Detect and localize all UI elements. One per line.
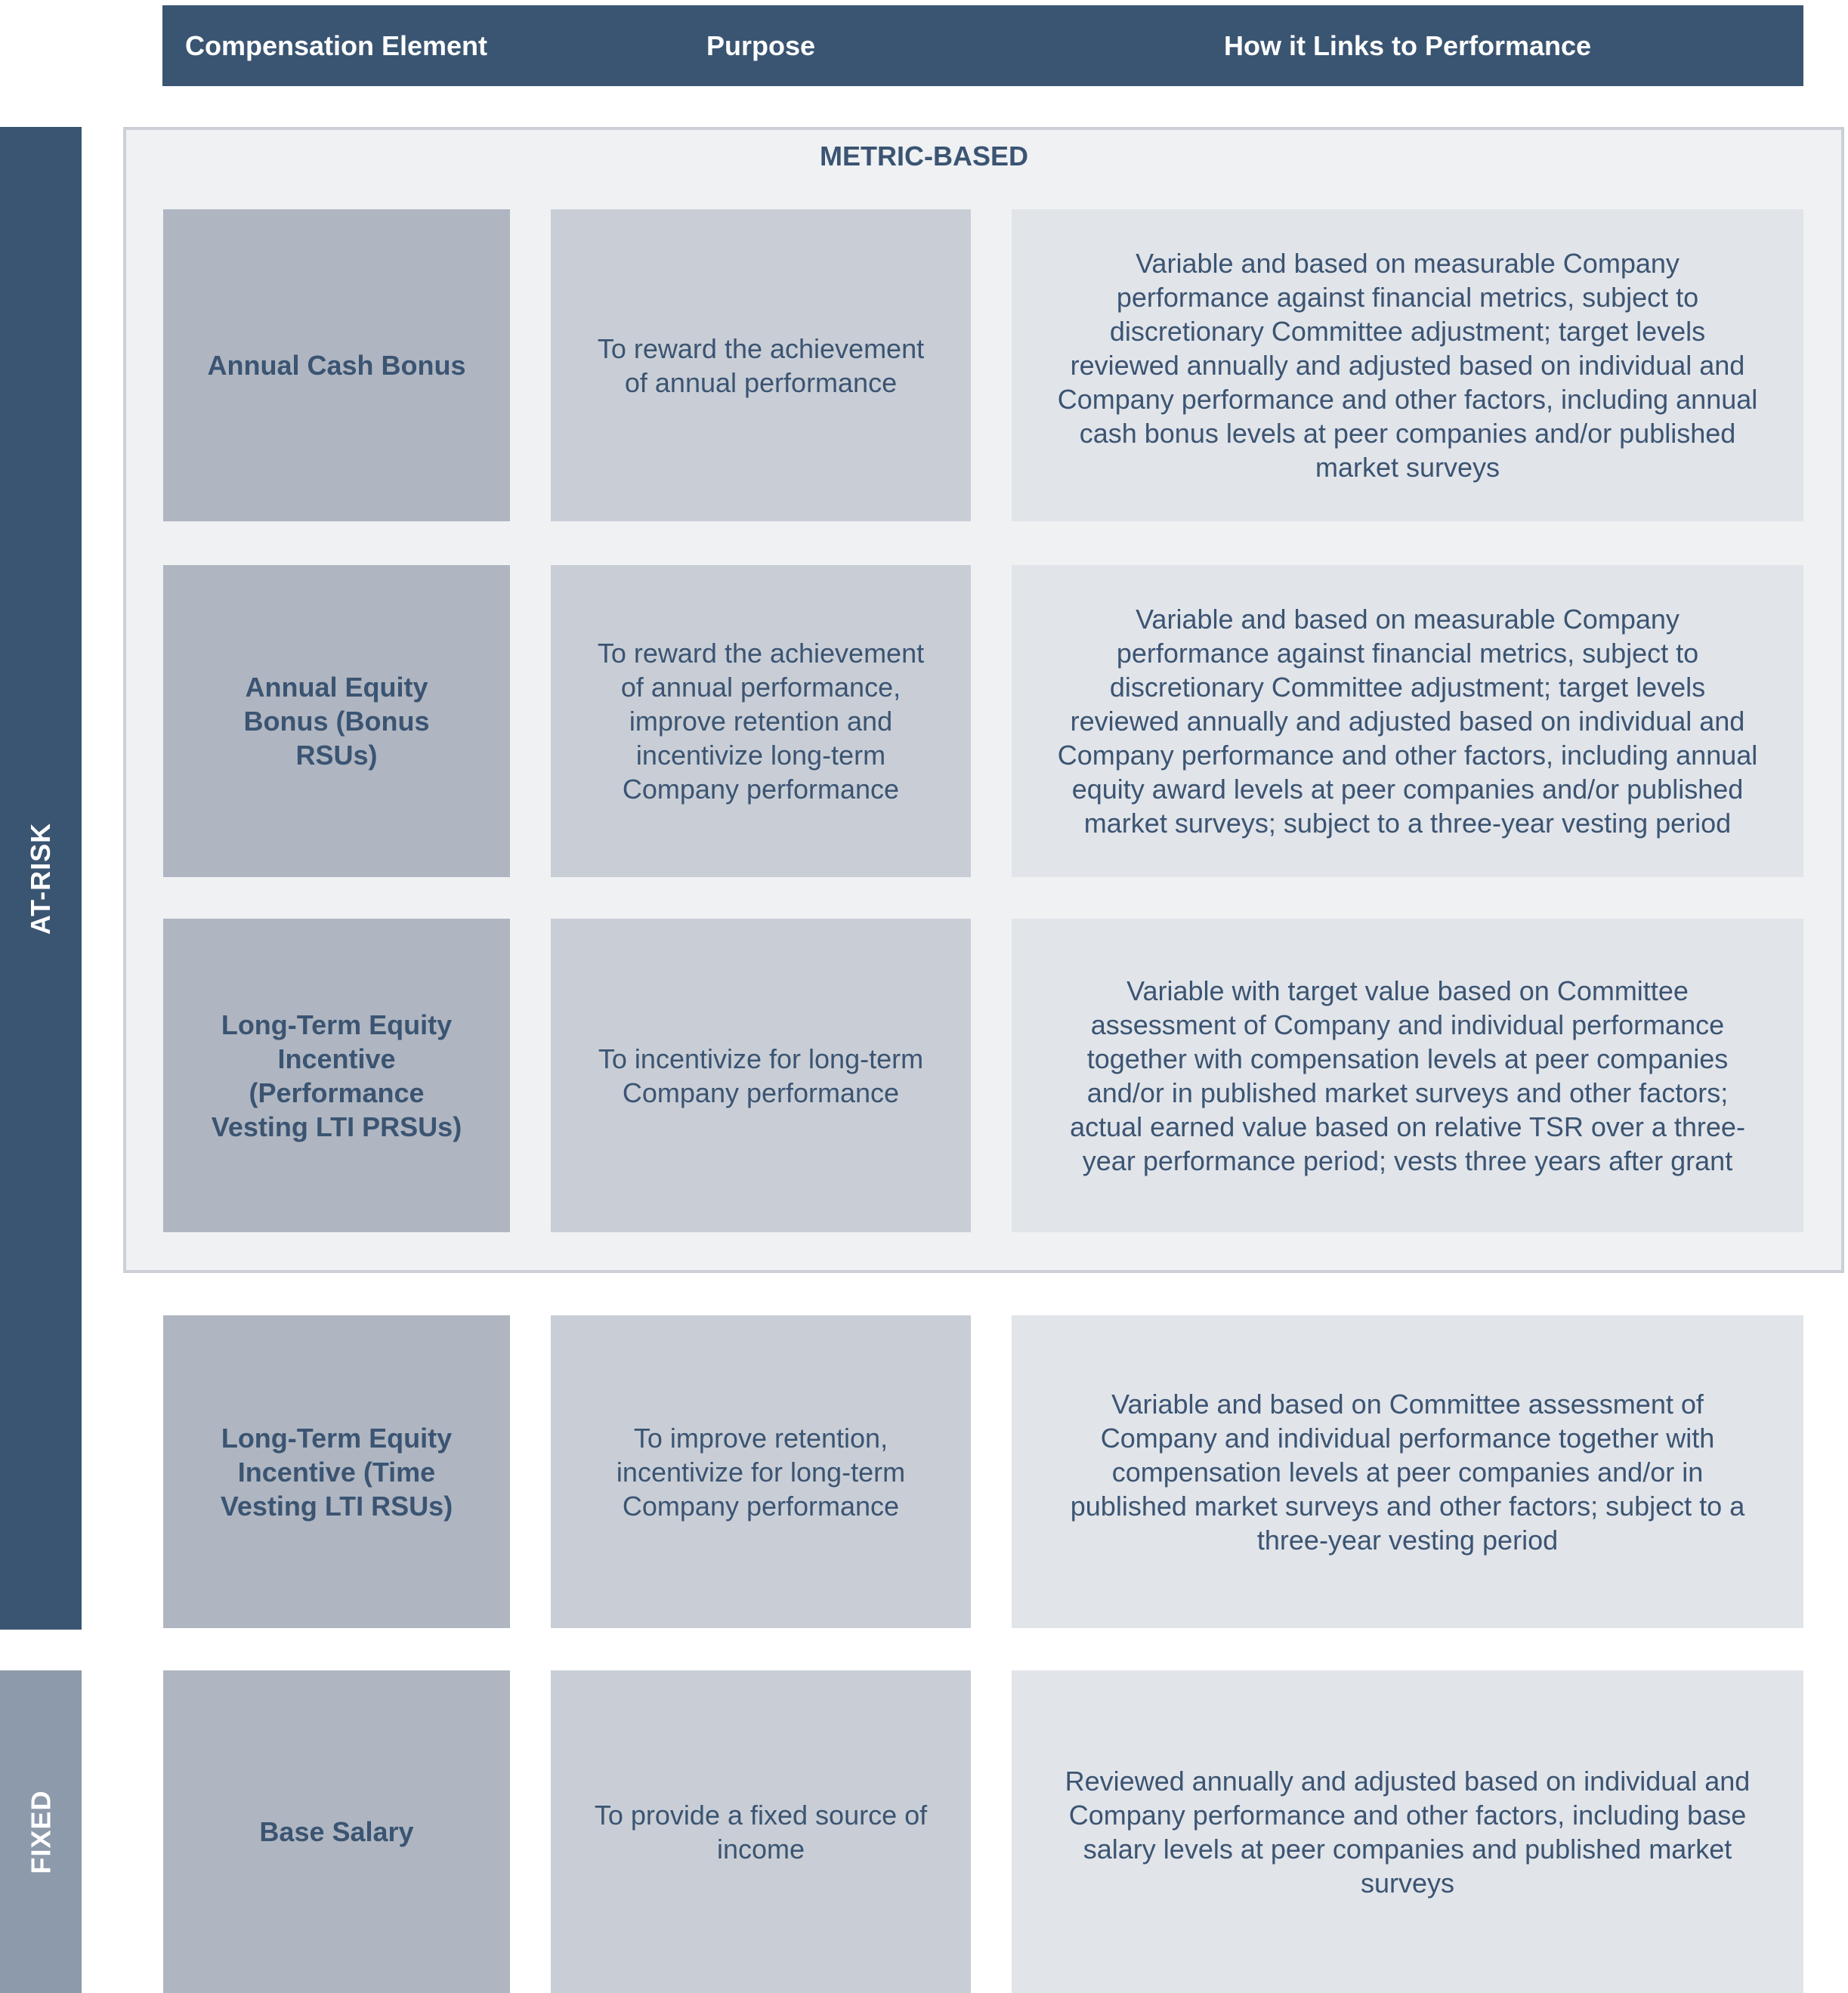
link-cell: Variable with target value based on Comm… [1012,919,1803,1232]
element-cell: Annual Equity Bonus (Bonus RSUs) [163,565,510,877]
header-compensation-element: Compensation Element [184,29,488,61]
table-header: Compensation Element Purpose How it Link… [162,5,1803,86]
fixed-label: FIXED [25,1789,57,1874]
purpose-cell: To improve retention, incentivize for lo… [551,1315,971,1628]
at-risk-group-bar: AT-RISK [0,127,82,1630]
link-cell: Reviewed annually and adjusted based on … [1012,1670,1803,1993]
metric-based-label: METRIC-BASED [820,141,1028,171]
link-cell: Variable and based on measurable Company… [1012,209,1803,521]
purpose-cell: To reward the achievement of annual perf… [551,565,971,877]
fixed-group-bar: FIXED [0,1670,82,1993]
element-cell: Base Salary [163,1670,510,1993]
header-purpose: Purpose [706,29,816,61]
link-cell: Variable and based on measurable Company… [1012,565,1803,877]
link-cell: Variable and based on Committee assessme… [1012,1315,1803,1628]
purpose-cell: To reward the achievement of annual perf… [551,209,971,521]
element-cell: Long-Term Equity Incentive (Time Vesting… [163,1315,510,1628]
purpose-cell: To provide a fixed source of income [551,1670,971,1993]
purpose-cell: To incentivize for long-term Company per… [551,919,971,1232]
at-risk-label: AT-RISK [25,822,57,935]
element-cell: Long-Term Equity Incentive (Performance … [163,919,510,1232]
element-cell: Annual Cash Bonus [163,209,510,521]
header-link-to-performance: How it Links to Performance [1223,29,1592,61]
